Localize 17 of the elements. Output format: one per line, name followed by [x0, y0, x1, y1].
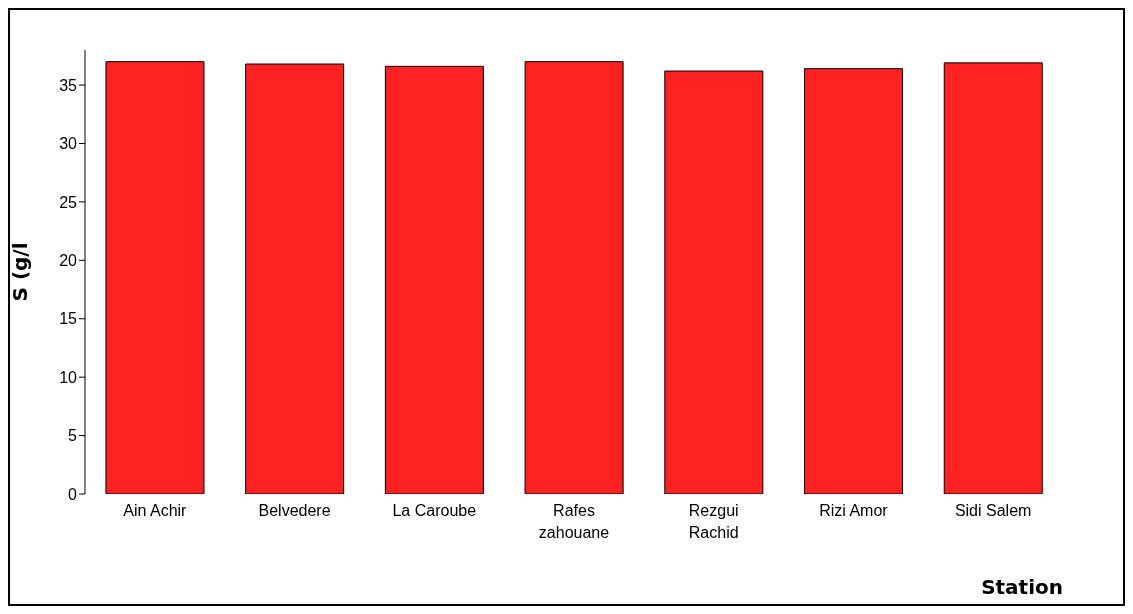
x-axis-title: Station	[981, 575, 1063, 599]
y-tick-label: 15	[59, 310, 78, 328]
x-tick-label: Belvedere	[258, 502, 331, 519]
y-tick-label: 25	[59, 193, 78, 211]
x-tick-label: Rizi Amor	[819, 502, 889, 519]
x-tick-label: Rafes zahouane	[538, 502, 610, 541]
y-tick-label: 0	[68, 485, 78, 503]
y-tick-label: 5	[68, 427, 78, 445]
y-tick-label: 10	[59, 368, 78, 386]
x-tick-label: Ain Achir	[123, 502, 188, 519]
y-tick-label: 30	[59, 135, 78, 153]
y-tick-label: 20	[59, 252, 78, 269]
x-tick-label: Sidi Salem	[954, 502, 1032, 519]
y-axis-title: S (g/l	[8, 242, 33, 302]
x-tick-label: La Caroube	[392, 502, 477, 519]
x-tick-label: Rezgui Rachid	[688, 502, 739, 541]
y-tick-label: 35	[59, 76, 78, 94]
